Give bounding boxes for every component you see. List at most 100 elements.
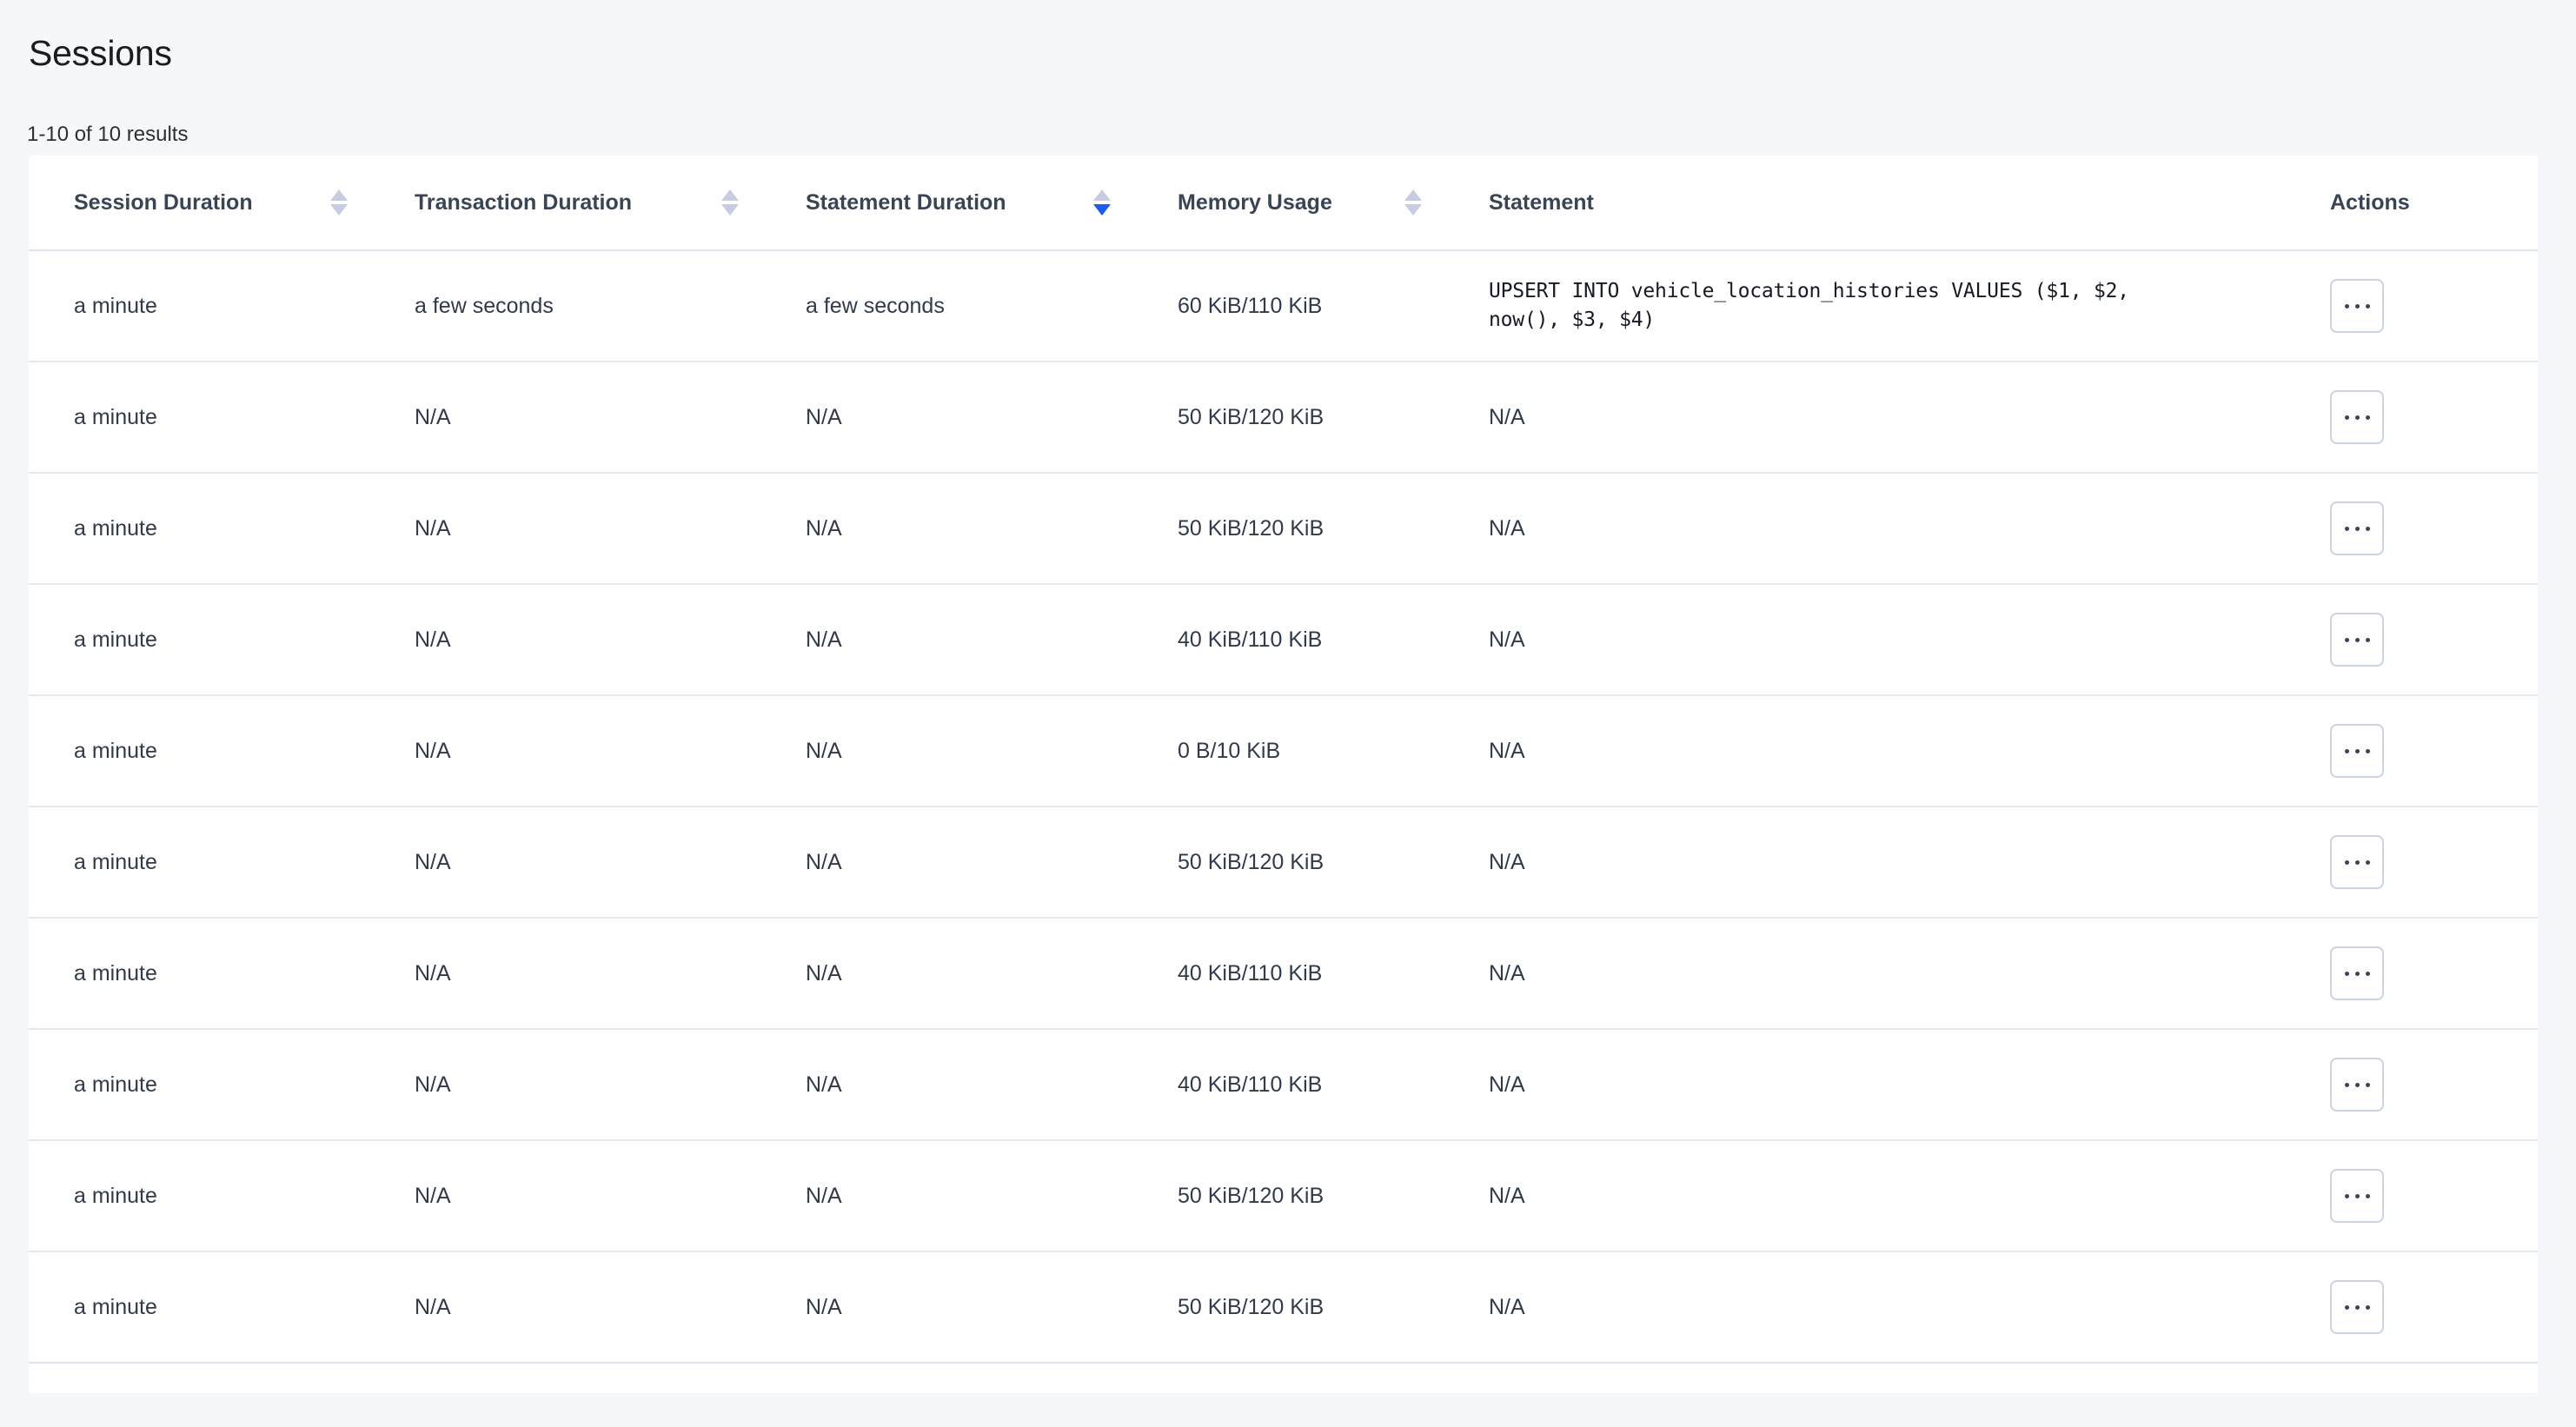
cell-transaction-duration: a few seconds: [369, 250, 760, 362]
cell-memory-usage: 40 KiB/110 KiB: [1132, 1029, 1444, 1141]
sort-icon-statement_duration[interactable]: [1092, 185, 1112, 220]
page-title: Sessions: [29, 33, 172, 74]
ellipsis-icon-dot: [2344, 971, 2349, 976]
cell-transaction-duration: N/A: [369, 918, 760, 1030]
cell-transaction-duration: N/A: [369, 1251, 760, 1364]
cell-statement-duration: N/A: [760, 584, 1132, 696]
ellipsis-icon-dot: [2354, 971, 2360, 976]
row-actions-menu-button[interactable]: [2330, 1058, 2384, 1112]
cell-memory-usage: 60 KiB/110 KiB: [1132, 250, 1444, 362]
table-header: Session Duration Transaction Duration Stat…: [29, 156, 2538, 251]
caret-up-icon: [1093, 189, 1111, 201]
cell-actions: [2323, 250, 2538, 362]
cell-statement: N/A: [1444, 473, 2323, 585]
row-actions-menu-button[interactable]: [2330, 724, 2384, 778]
cell-transaction-duration: N/A: [369, 1029, 760, 1141]
ellipsis-icon-dot: [2354, 526, 2360, 531]
cell-statement: N/A: [1444, 918, 2323, 1030]
cell-session-duration: a minute: [29, 695, 369, 807]
cell-transaction-duration: N/A: [369, 695, 760, 807]
column-header-memory_usage[interactable]: Memory Usage: [1132, 156, 1444, 251]
ellipsis-icon-dot: [2354, 1193, 2360, 1198]
ellipsis-icon-dot: [2365, 526, 2370, 531]
ellipsis-icon-dot: [2365, 1082, 2370, 1087]
ellipsis-icon-dot: [2365, 1193, 2370, 1198]
column-header-label-actions: Actions: [2330, 189, 2410, 215]
cell-statement-duration: N/A: [760, 918, 1132, 1030]
column-header-transaction_duration[interactable]: Transaction Duration: [369, 156, 760, 251]
ellipsis-icon-dot: [2354, 748, 2360, 753]
cell-actions: [2323, 1029, 2538, 1141]
sort-icon-session_duration[interactable]: [329, 185, 349, 220]
cell-actions: [2323, 1140, 2538, 1252]
statement-na-text: N/A: [1489, 960, 1525, 986]
ellipsis-icon-dot: [2344, 1082, 2349, 1087]
cell-statement-duration: N/A: [760, 806, 1132, 919]
caret-up-icon: [1404, 189, 1422, 201]
cell-session-duration: a minute: [29, 250, 369, 362]
row-actions-menu-button[interactable]: [2330, 390, 2384, 444]
ellipsis-icon-dot: [2354, 1304, 2360, 1310]
caret-down-icon: [721, 204, 739, 216]
statement-na-text: N/A: [1489, 1072, 1525, 1097]
ellipsis-icon-dot: [2354, 637, 2360, 642]
cell-memory-usage: 50 KiB/120 KiB: [1132, 806, 1444, 919]
ellipsis-icon-dot: [2365, 637, 2370, 642]
cell-statement-duration: N/A: [760, 362, 1132, 474]
cell-actions: [2323, 473, 2538, 585]
column-header-statement: Statement: [1444, 156, 2323, 251]
cell-statement-duration: N/A: [760, 1029, 1132, 1141]
row-actions-menu-button[interactable]: [2330, 501, 2384, 555]
cell-memory-usage: 40 KiB/110 KiB: [1132, 584, 1444, 696]
cell-memory-usage: 40 KiB/110 KiB: [1132, 918, 1444, 1030]
cell-statement-duration: a few seconds: [760, 250, 1132, 362]
column-header-session_duration[interactable]: Session Duration: [29, 156, 369, 251]
sessions-table: Session Duration Transaction Duration Stat…: [29, 156, 2538, 1364]
column-header-label-transaction_duration: Transaction Duration: [415, 189, 633, 215]
ellipsis-icon-dot: [2344, 526, 2349, 531]
row-actions-menu-button[interactable]: [2330, 1169, 2384, 1223]
cell-transaction-duration: N/A: [369, 473, 760, 585]
cell-session-duration: a minute: [29, 806, 369, 919]
ellipsis-icon-dot: [2365, 415, 2370, 420]
column-header-actions: Actions: [2323, 156, 2538, 251]
caret-down-icon: [330, 204, 348, 216]
caret-down-icon: [1404, 204, 1422, 216]
cell-session-duration: a minute: [29, 1029, 369, 1141]
cell-transaction-duration: N/A: [369, 362, 760, 474]
table-row: a minute N/A N/A 50 KiB/120 KiB N/A: [29, 806, 2538, 919]
statement-na-text: N/A: [1489, 515, 1525, 541]
cell-session-duration: a minute: [29, 473, 369, 585]
cell-actions: [2323, 695, 2538, 807]
statement-na-text: N/A: [1489, 738, 1525, 763]
statement-na-text: N/A: [1489, 1183, 1525, 1208]
cell-statement: N/A: [1444, 806, 2323, 919]
ellipsis-icon-dot: [2365, 748, 2370, 753]
row-actions-menu-button[interactable]: [2330, 1280, 2384, 1334]
table-row: a minute N/A N/A 0 B/10 KiB N/A: [29, 695, 2538, 807]
row-actions-menu-button[interactable]: [2330, 279, 2384, 333]
cell-session-duration: a minute: [29, 918, 369, 1030]
sort-icon-transaction_duration[interactable]: [720, 185, 740, 220]
cell-statement: N/A: [1444, 1251, 2323, 1364]
ellipsis-icon-dot: [2344, 415, 2349, 420]
ellipsis-icon-dot: [2365, 1304, 2370, 1310]
cell-session-duration: a minute: [29, 1251, 369, 1364]
ellipsis-icon-dot: [2344, 303, 2349, 309]
table-body: a minute a few seconds a few seconds 60 KiB…: [29, 250, 2538, 1364]
sql-statement-text: UPSERT INTO vehicle_location_histories V…: [1489, 279, 2141, 331]
row-actions-menu-button[interactable]: [2330, 835, 2384, 889]
cell-statement: N/A: [1444, 1029, 2323, 1141]
column-header-statement_duration[interactable]: Statement Duration: [760, 156, 1132, 251]
sort-icon-memory_usage[interactable]: [1404, 185, 1423, 220]
cell-memory-usage: 50 KiB/120 KiB: [1132, 362, 1444, 474]
statement-na-text: N/A: [1489, 1294, 1525, 1319]
cell-memory-usage: 50 KiB/120 KiB: [1132, 1140, 1444, 1252]
table-row: a minute N/A N/A 50 KiB/120 KiB N/A: [29, 1251, 2538, 1364]
row-actions-menu-button[interactable]: [2330, 946, 2384, 1000]
row-actions-menu-button[interactable]: [2330, 613, 2384, 667]
cell-statement: N/A: [1444, 584, 2323, 696]
ellipsis-icon-dot: [2365, 303, 2370, 309]
table-row: a minute N/A N/A 40 KiB/110 KiB N/A: [29, 1029, 2538, 1141]
